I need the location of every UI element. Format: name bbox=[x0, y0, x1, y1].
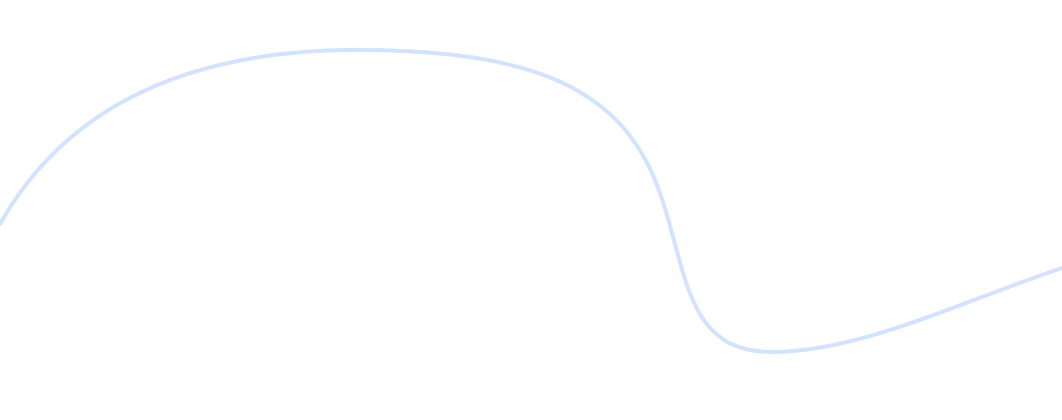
wave-curve bbox=[0, 47, 1062, 355]
